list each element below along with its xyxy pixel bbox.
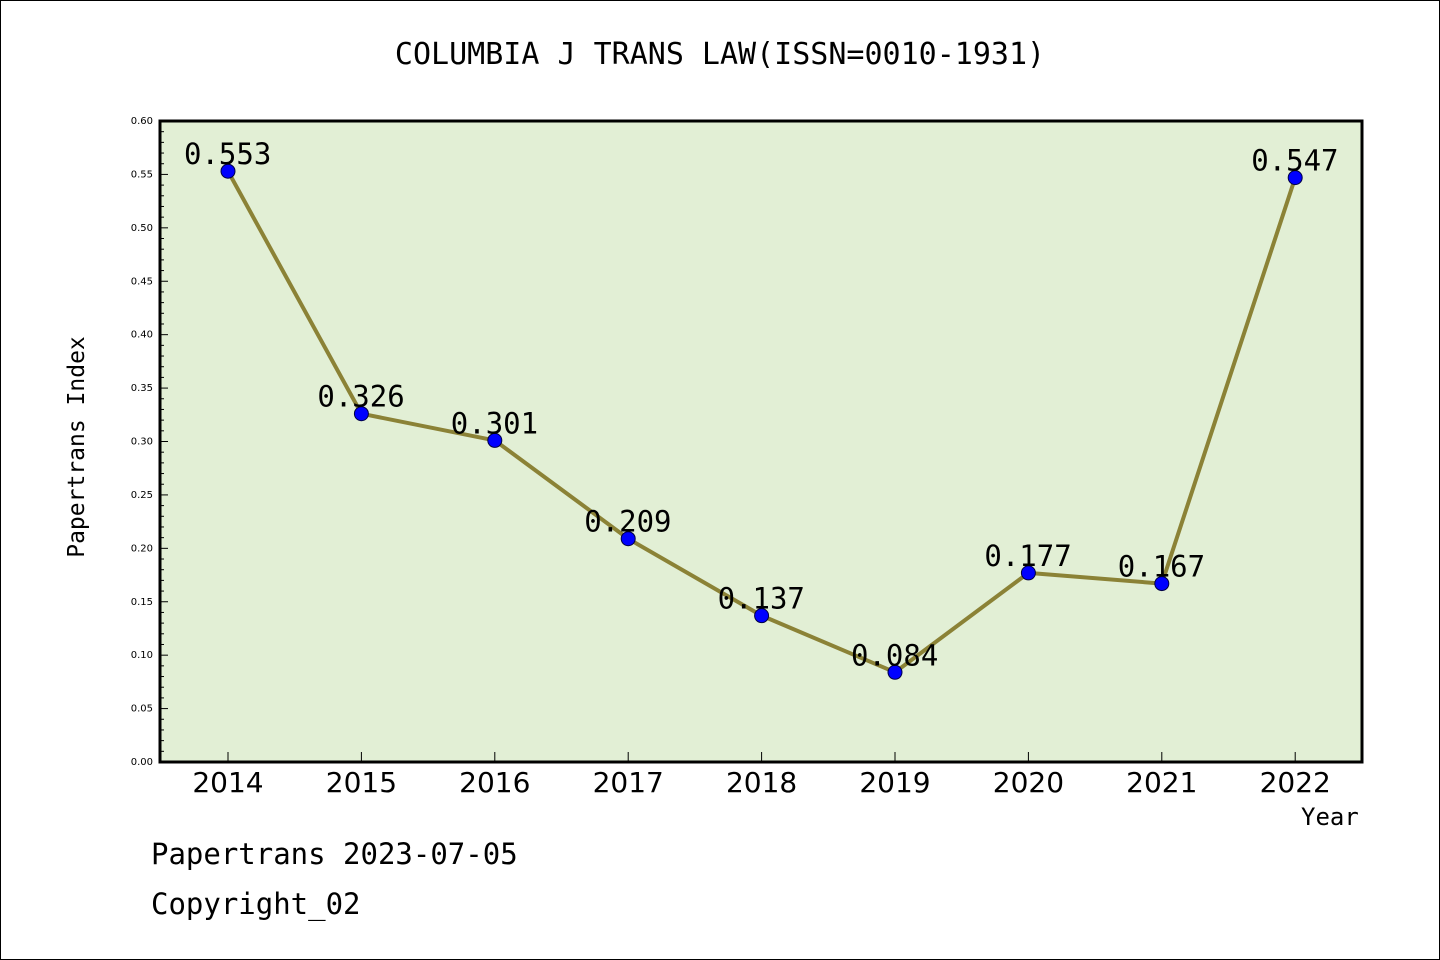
data-point [220, 163, 236, 179]
x-axis: 2014 2015 2016 2017 2018 2019 2020 2021 2022 [192, 752, 1331, 799]
plot-area [158, 119, 1364, 764]
x-tick-label: 2016 [459, 766, 530, 799]
data-label: 0.084 [851, 638, 938, 672]
data-label: 0.301 [451, 406, 538, 440]
x-tick-label: 2020 [993, 766, 1064, 799]
y-tick-label: 0.55 [131, 169, 153, 180]
footer-date: Papertrans 2023-07-05 [151, 837, 518, 871]
y-tick-label: 0.45 [131, 276, 153, 287]
x-tick-label: 2014 [192, 766, 263, 799]
data-label: 0.547 [1251, 144, 1338, 178]
y-tick-label: 0.05 [131, 704, 153, 715]
y-tick-label: 0.00 [131, 757, 153, 768]
data-point [754, 608, 770, 624]
x-tick-label: 2017 [593, 766, 664, 799]
y-tick-label: 0.20 [131, 543, 153, 554]
y-tick-label: 0.60 [131, 116, 153, 127]
x-tick-label: 2015 [326, 766, 397, 799]
data-label: 0.137 [718, 582, 805, 616]
series-layer: 0.553 0.326 0.301 0.209 0.137 0.084 0.177 0.167… [184, 137, 1339, 680]
y-tick-label: 0.35 [131, 383, 153, 394]
data-label: 0.167 [1118, 550, 1205, 584]
y-tick-label: 0.25 [131, 490, 153, 501]
chart-title: COLUMBIA J TRANS LAW(ISSN=0010-1931) [394, 37, 1046, 72]
x-tick-label: 2022 [1260, 766, 1331, 799]
y-tick-label: 0.40 [131, 330, 153, 341]
x-tick-label: 2019 [859, 766, 930, 799]
data-label: 0.209 [584, 505, 671, 539]
data-label: 0.553 [184, 137, 271, 171]
x-tick-label: 2021 [1126, 766, 1197, 799]
data-point [487, 432, 503, 448]
y-axis: 0.00 0.05 0.10 0.15 0.20 0.25 0.30 0.35 0.40 0.45… [131, 116, 168, 768]
y-tick-label: 0.50 [131, 223, 153, 234]
data-label: 0.326 [317, 380, 404, 414]
data-point [1154, 576, 1170, 592]
x-axis-label: Year [1301, 803, 1359, 831]
y-tick-label: 0.10 [131, 650, 153, 661]
x-tick-label: 2018 [726, 766, 797, 799]
y-tick-label: 0.15 [131, 597, 153, 608]
data-point [887, 664, 903, 680]
footer-copyright: Copyright_02 [151, 887, 361, 921]
data-point [620, 531, 636, 547]
data-point [1287, 170, 1303, 186]
data-point [1020, 565, 1036, 581]
y-tick-label: 0.30 [131, 437, 153, 448]
data-point [353, 406, 369, 422]
data-label: 0.177 [984, 539, 1071, 573]
